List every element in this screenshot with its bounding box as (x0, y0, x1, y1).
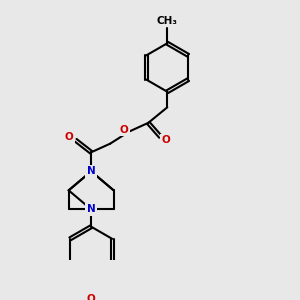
Text: O: O (161, 135, 170, 145)
Text: O: O (120, 125, 128, 135)
Text: N: N (87, 204, 95, 214)
Text: O: O (87, 294, 95, 300)
Text: N: N (87, 166, 95, 176)
Text: O: O (64, 132, 73, 142)
Text: CH₃: CH₃ (157, 16, 178, 26)
